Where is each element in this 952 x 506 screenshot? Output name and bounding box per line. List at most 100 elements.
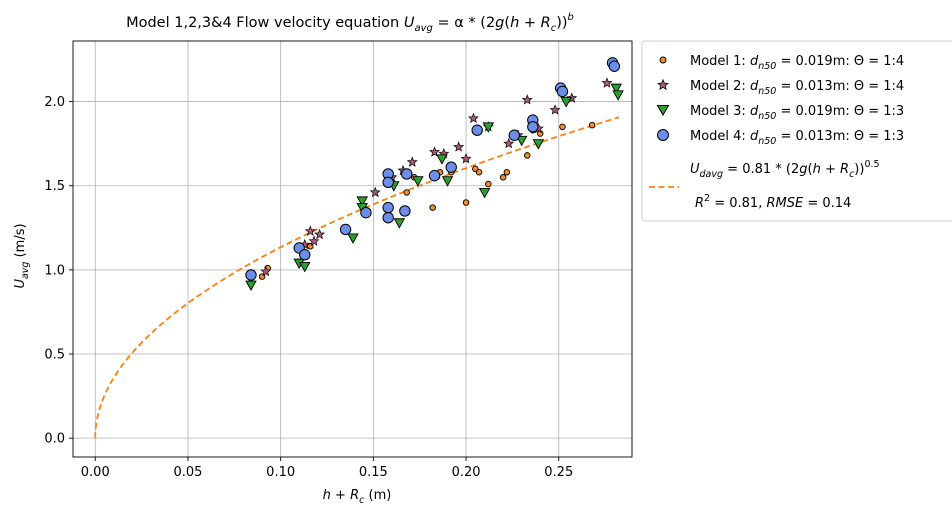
data-point-model-4 (399, 205, 411, 217)
data-point-model-1 (462, 199, 470, 206)
data-point-model-2 (566, 92, 578, 103)
data-point-model-1 (559, 123, 566, 131)
data-point-model-3 (412, 176, 424, 187)
legend-label-model-1-d: d (750, 54, 759, 69)
x-axis-label: h + Rc (m) (323, 488, 392, 506)
legend-label-model-4-pre: Model 4: (690, 129, 750, 144)
legend-label-model-3-rest: = 0.019m: Θ = 1:3 (776, 104, 904, 119)
data-point-model-4 (556, 85, 569, 98)
legend-fit-rmse-eq: = 0.14 (803, 196, 851, 211)
y-tick-label: 2.0 (44, 95, 65, 110)
chart-title-prefix: Model 1,2,3&4 Flow velocity equation (126, 15, 404, 31)
legend-item-model-2: Model 2: dn50 = 0.013m: Θ = 1:4 (657, 78, 904, 97)
legend-label-model-1-sub: n50 (758, 61, 776, 72)
data-point-model-1 (503, 169, 511, 176)
y-tick-label: 1.5 (44, 179, 65, 194)
data-point-model-1 (485, 180, 492, 188)
legend-box (641, 40, 952, 222)
legend-fit-h: h (813, 162, 821, 177)
x-tick-label: 0.20 (452, 465, 481, 480)
chart-title-eq-g: g (495, 15, 504, 31)
legend-fit-u-sub: davg (700, 169, 724, 180)
data-point-model-4 (508, 129, 520, 141)
legend-fit-rmse: RMSE (766, 196, 804, 211)
data-point-model-3 (478, 188, 491, 199)
y-axis-label-u-sub: avg (20, 262, 31, 279)
y-tick-label: 1.0 (44, 263, 65, 278)
data-point-model-3 (347, 233, 359, 244)
legend-label-model-2-pre: Model 2: (690, 79, 750, 94)
legend-label-model-3-d: d (750, 104, 759, 119)
legend-label-model-4: Model 4: dn50 = 0.013m: Θ = 1:3 (690, 129, 904, 147)
data-point-model-4 (428, 169, 441, 182)
data-point-model-4 (360, 206, 372, 219)
data-point-model-3 (532, 139, 545, 150)
legend-fit-plus: + (821, 162, 840, 177)
data-point-model-2 (601, 77, 613, 88)
x-axis-ticks: 0.00 0.05 0.10 0.15 0.20 0.25 (81, 457, 573, 480)
legend-fit-r2: R (695, 196, 704, 211)
legend-marker-model-1 (659, 56, 667, 64)
legend: Model 1: dn50 = 0.019m: Θ = 1:4 Model 2:… (641, 40, 952, 222)
data-point-model-2 (521, 94, 533, 105)
data-point-model-4 (382, 211, 394, 224)
legend-fit-close: )) (854, 162, 864, 177)
data-point-model-3 (356, 196, 368, 207)
legend-item-model-1: Model 1: dn50 = 0.019m: Θ = 1:4 (659, 54, 904, 72)
data-point-model-4 (471, 124, 483, 136)
x-axis-label-r-sub: c (359, 495, 365, 506)
data-point-model-1 (475, 169, 483, 176)
x-tick-label: 0.15 (359, 465, 388, 480)
plot-frame (72, 40, 633, 458)
x-axis-label-unit: (m) (364, 488, 391, 503)
data-point-model-4 (608, 60, 621, 72)
data-point-model-4 (382, 201, 394, 214)
data-point-model-3 (245, 280, 257, 291)
data-point-model-3 (515, 135, 528, 147)
data-point-model-3 (610, 83, 623, 95)
data-point-model-1 (523, 152, 531, 159)
data-point-model-4 (527, 121, 539, 133)
legend-item-model-3: Model 3: dn50 = 0.019m: Θ = 1:3 (656, 104, 904, 122)
x-axis-label-h: h (323, 488, 331, 503)
y-axis-label: Uavg (m/s) (13, 223, 31, 288)
plot-area: 0.00 0.05 0.10 0.15 0.20 0.25 0.0 0.5 1.0 1.5 2.0 (44, 40, 633, 480)
data-point-model-2 (549, 104, 561, 115)
data-point-model-2 (429, 146, 441, 157)
chart-title-eq-r: R (541, 15, 551, 31)
data-point-model-3 (560, 97, 572, 108)
legend-fit-r-sub: c (849, 169, 855, 180)
y-axis-label-u: U (13, 279, 28, 289)
data-point-model-1 (429, 204, 436, 211)
legend-label-model-4-sub: n50 (758, 136, 776, 147)
legend-fit-r: R (840, 162, 849, 177)
x-tick-label: 0.05 (173, 465, 202, 480)
chart-title-eq-close: )) (556, 15, 567, 31)
legend-label-fit-line-1: Udavg = 0.81 * (2g(h + Rc))0.5 (690, 159, 880, 180)
chart-title-eq-paren: ( (504, 15, 510, 31)
grid (73, 41, 632, 457)
data-point-model-1 (588, 121, 596, 129)
data-point-model-4 (382, 176, 394, 189)
data-point-model-2 (314, 228, 326, 240)
data-point-model-4 (445, 161, 457, 173)
legend-marker-model-4 (657, 129, 669, 141)
chart-title-eq-exp: b (568, 12, 574, 23)
data-point-model-2 (453, 141, 465, 152)
data-points (245, 57, 624, 291)
x-axis-label-r: R (350, 488, 359, 503)
legend-label-model-1-pre: Model 1: (690, 54, 750, 69)
data-point-model-2 (260, 265, 272, 277)
legend-label-model-3: Model 3: dn50 = 0.019m: Θ = 1:3 (690, 104, 904, 122)
chart-title-eq-u: U (404, 15, 415, 31)
legend-label-model-1: Model 1: dn50 = 0.019m: Θ = 1:4 (690, 54, 904, 72)
legend-label-model-4-d: d (750, 129, 759, 144)
legend-item-model-4: Model 4: dn50 = 0.013m: Θ = 1:3 (657, 129, 904, 147)
chart-title-eq-body: = α * (2 (433, 15, 495, 31)
data-point-model-2 (369, 186, 381, 198)
data-point-model-1 (403, 189, 410, 196)
data-point-model-4 (299, 249, 311, 261)
legend-label-model-1-rest: = 0.019m: Θ = 1:4 (776, 54, 904, 69)
legend-label-model-4-rest: = 0.013m: Θ = 1:3 (776, 129, 904, 144)
data-point-model-3 (441, 176, 454, 187)
